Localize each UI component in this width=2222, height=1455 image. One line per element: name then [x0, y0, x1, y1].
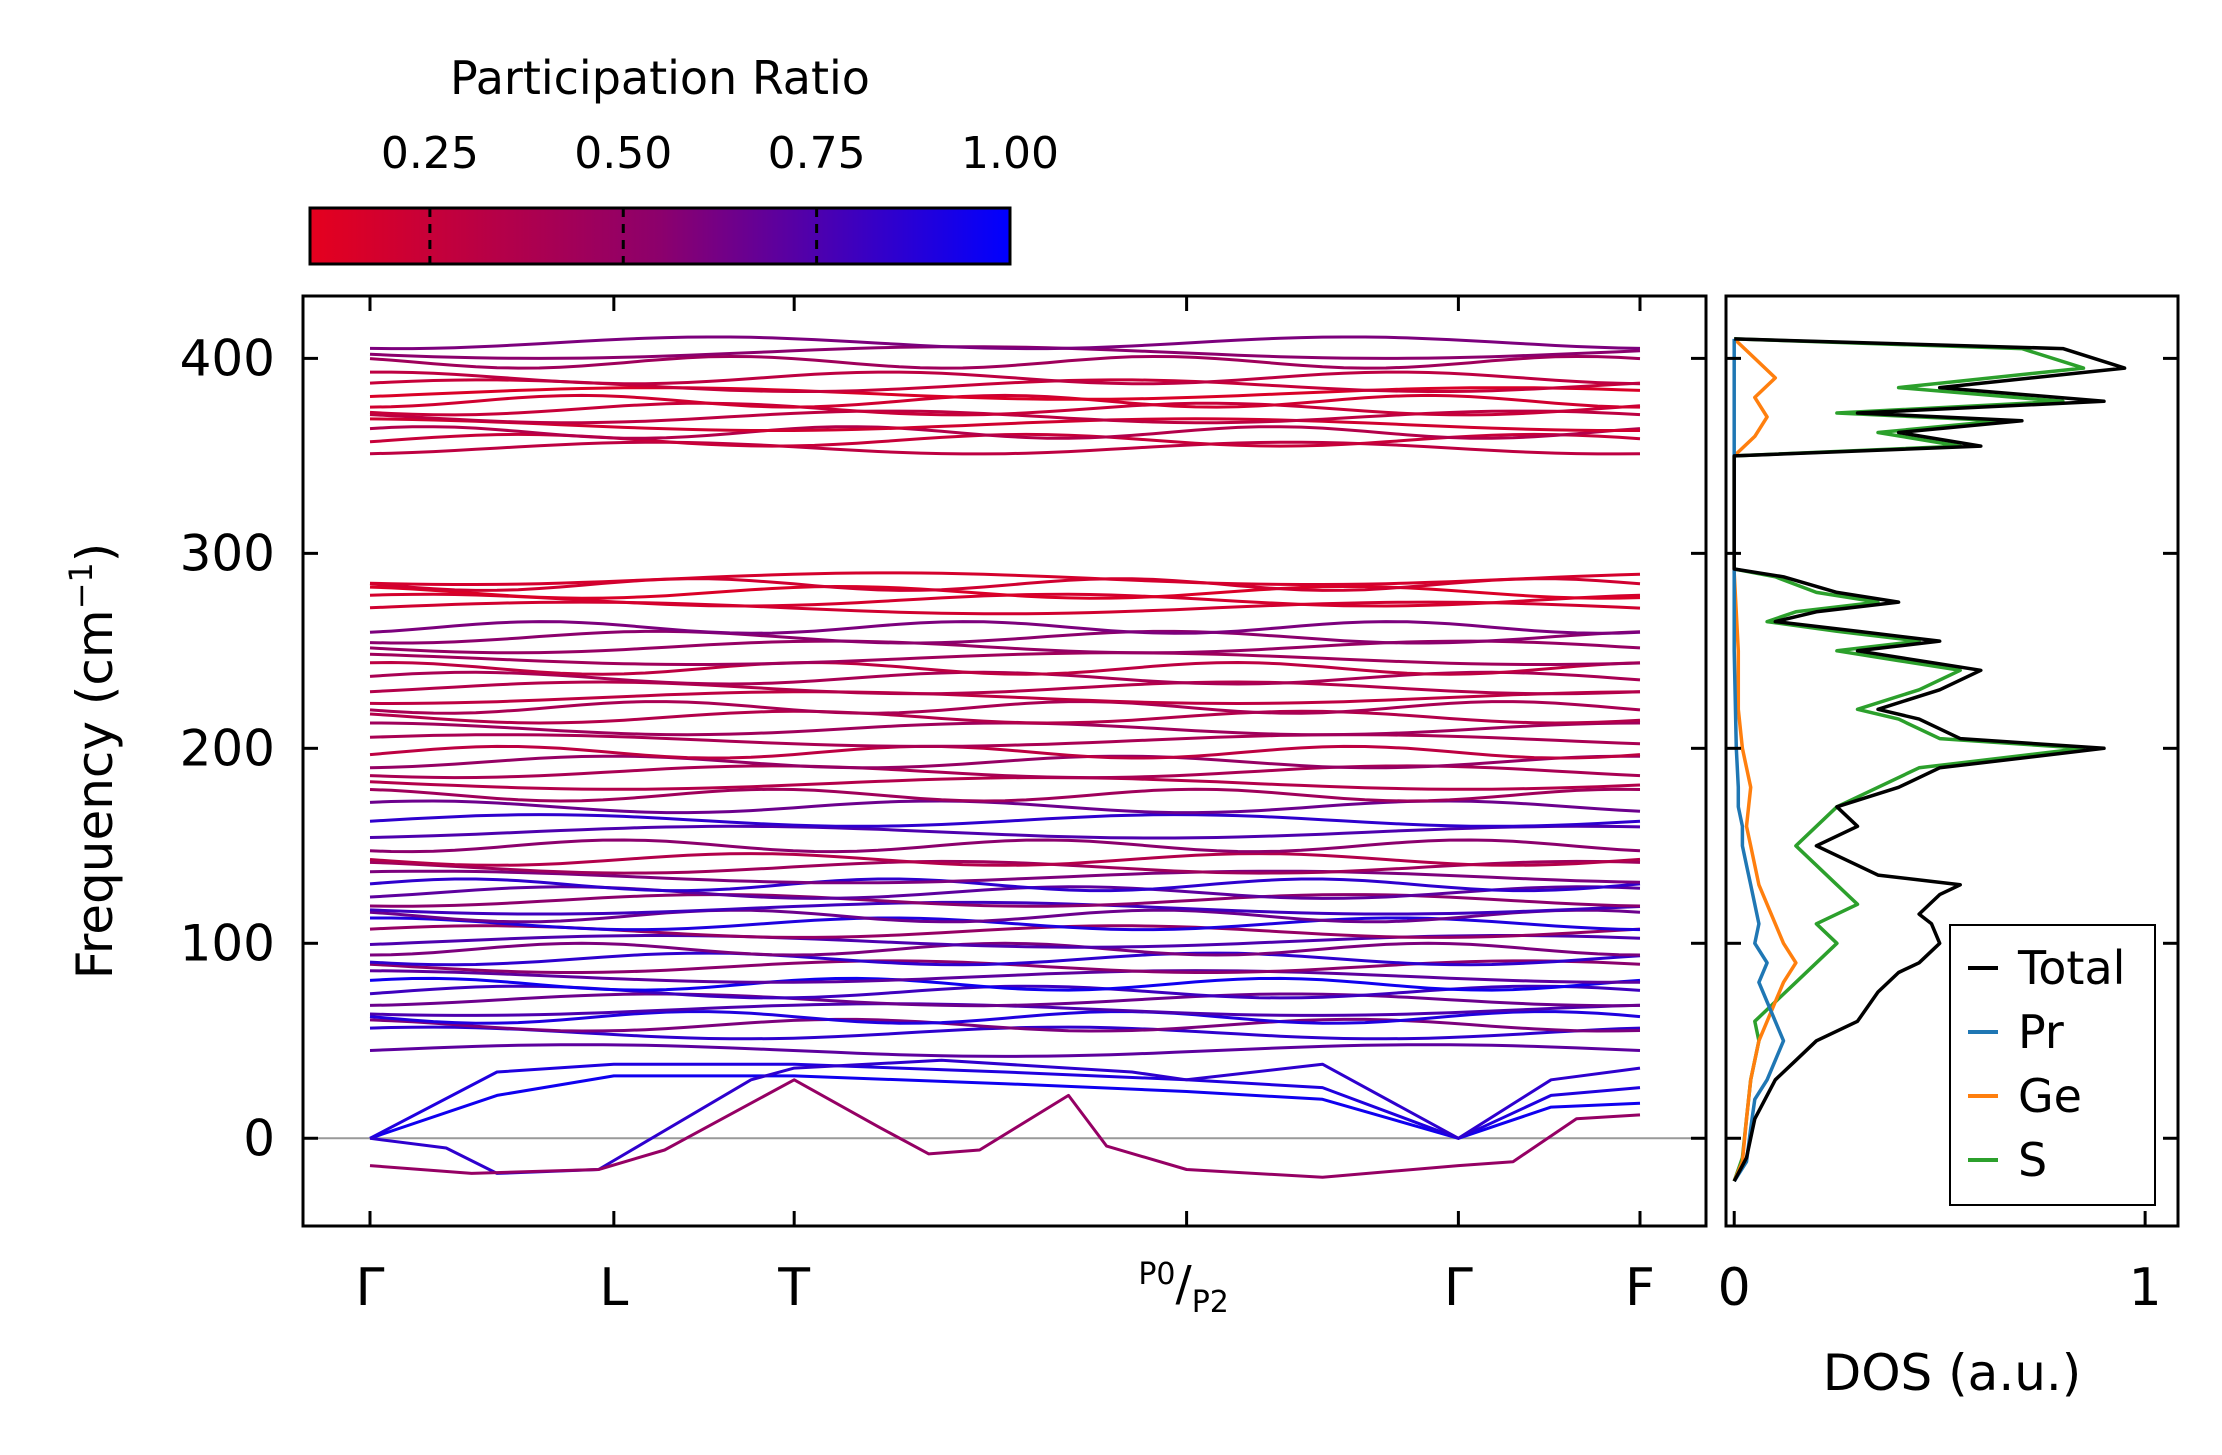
y-axis-label-sup: −1: [62, 562, 100, 609]
phonon-band: [369, 900, 1641, 916]
x-tick-label: L: [599, 1258, 628, 1318]
legend-label-ge: Ge: [2018, 1069, 2082, 1123]
colorbar-tick-label: 0.50: [574, 128, 672, 179]
band-y-axis: 0 100 200 300 400: [180, 329, 1706, 1167]
phonon-band: [369, 852, 1641, 867]
colorbar: Participation Ratio 0.25 0.50 0.75 1.00: [308, 51, 1059, 266]
dos-line-total: [1732, 337, 2127, 1183]
phonon-band: [369, 813, 1641, 828]
soft-mode-branch: [369, 1078, 1641, 1179]
phonon-band: [369, 799, 1641, 815]
phonon-band: [369, 425, 1641, 440]
phonon-band: [369, 969, 1641, 984]
y-tick-label: 400: [180, 329, 275, 387]
y-tick-label: 0: [243, 1109, 275, 1167]
phonon-band: [369, 976, 1641, 992]
y-axis-label-close: ): [66, 543, 124, 563]
phonon-bands: [369, 335, 1641, 1179]
legend-label-s: S: [2018, 1133, 2047, 1187]
phonon-band: [369, 335, 1641, 351]
band-axes-frame: [301, 294, 1708, 1228]
phonon-band: [369, 700, 1641, 715]
dos-x-tick-label: 0: [1718, 1258, 1751, 1318]
dos-line-s: [1732, 337, 2086, 1182]
legend-label-total: Total: [2017, 941, 2125, 995]
dos-line-ge: [1732, 337, 1798, 1182]
phonon-band: [369, 629, 1641, 645]
phonon-band: [369, 776, 1641, 791]
colorbar-gradient: [308, 206, 1012, 266]
colorbar-tick-label: 1.00: [961, 128, 1059, 179]
acoustic-3-branch: [369, 1058, 1641, 1175]
phonon-band: [369, 386, 1641, 401]
phonon-band: [369, 869, 1641, 885]
legend-frame: [1949, 924, 2156, 1206]
colorbar-tick-label: 0.25: [381, 128, 479, 179]
phonon-band: [369, 577, 1641, 592]
phonon-band: [369, 417, 1640, 432]
band-x-axis: Γ L T P0/P2 Γ F: [356, 296, 1655, 1320]
colorbar-tick-label: 0.75: [768, 128, 866, 179]
phonon-band: [369, 600, 1641, 616]
dos-line-pr: [1732, 338, 1786, 1183]
phonon-band: [369, 744, 1641, 760]
phonon-band: [369, 908, 1641, 924]
x-tick-label: F: [1625, 1258, 1655, 1318]
dos-x-tick-label: 1: [2129, 1258, 2162, 1318]
phonon-band: [369, 859, 1641, 875]
dos-axes-frame: [1724, 294, 2180, 1228]
phonon-band: [370, 370, 1641, 386]
colorbar-title: Participation Ratio: [450, 51, 870, 105]
x-tick-label: Γ: [1444, 1258, 1473, 1318]
phonon-band: [369, 877, 1641, 893]
colorbar-ticks: 0.25 0.50 0.75 1.00: [381, 128, 1059, 264]
phonon-band: [369, 680, 1641, 696]
legend-label-pr: Pr: [2018, 1005, 2064, 1059]
phonon-band: [369, 824, 1641, 840]
phonon-band: [369, 1017, 1641, 1033]
dos-lines: [1732, 337, 2127, 1183]
x-tick-label-p0-p2: P0/P2: [1138, 1256, 1229, 1320]
phonon-band: [369, 660, 1641, 676]
acoustic-1-branch: [369, 1074, 1641, 1140]
y-axis-label-text: Frequency (cm: [66, 609, 124, 979]
phonon-band: [369, 393, 1641, 409]
phonon-band: [369, 721, 1641, 737]
phonon-band: [369, 733, 1641, 748]
phonon-band: [369, 951, 1641, 967]
phonon-band: [369, 764, 1641, 780]
x-tick-label: T: [777, 1258, 810, 1318]
phonon-band: [369, 440, 1641, 456]
band-structure-panel: 0 100 200 300 400 Γ L T P0/P2 Γ F Frequency (cm−1…: [62, 294, 1708, 1320]
x-tick-label: Γ: [356, 1258, 385, 1318]
phonon-band: [369, 1043, 1641, 1058]
phonon-band: [369, 941, 1641, 957]
phonon-band: [369, 401, 1641, 417]
phonon-band: [369, 651, 1641, 666]
phonon-band: [369, 571, 1641, 586]
phonon-band: [369, 1010, 1641, 1025]
y-tick-label: 100: [180, 914, 275, 972]
legend-items: Total Pr Ge S: [1968, 941, 2125, 1187]
legend: Total Pr Ge S: [1949, 924, 2156, 1206]
y-tick-label: 300: [180, 524, 275, 582]
y-tick-label: 200: [180, 719, 275, 777]
phonon-band: [369, 709, 1641, 725]
y-axis-label: Frequency (cm−1): [62, 543, 124, 980]
phonon-band: [369, 992, 1641, 1008]
acoustic-2-branch: [369, 1062, 1641, 1140]
phonon-band: [369, 620, 1641, 635]
phonon-band: [369, 838, 1641, 854]
phonon-band: [369, 754, 1640, 770]
phonon-band: [369, 354, 1641, 370]
phonon-band: [369, 787, 1641, 803]
phonon-band: [369, 893, 1641, 908]
dos-x-label: DOS (a.u.): [1823, 1344, 2082, 1402]
phonon-band: [369, 584, 1641, 600]
phonon-band: [369, 690, 1641, 706]
